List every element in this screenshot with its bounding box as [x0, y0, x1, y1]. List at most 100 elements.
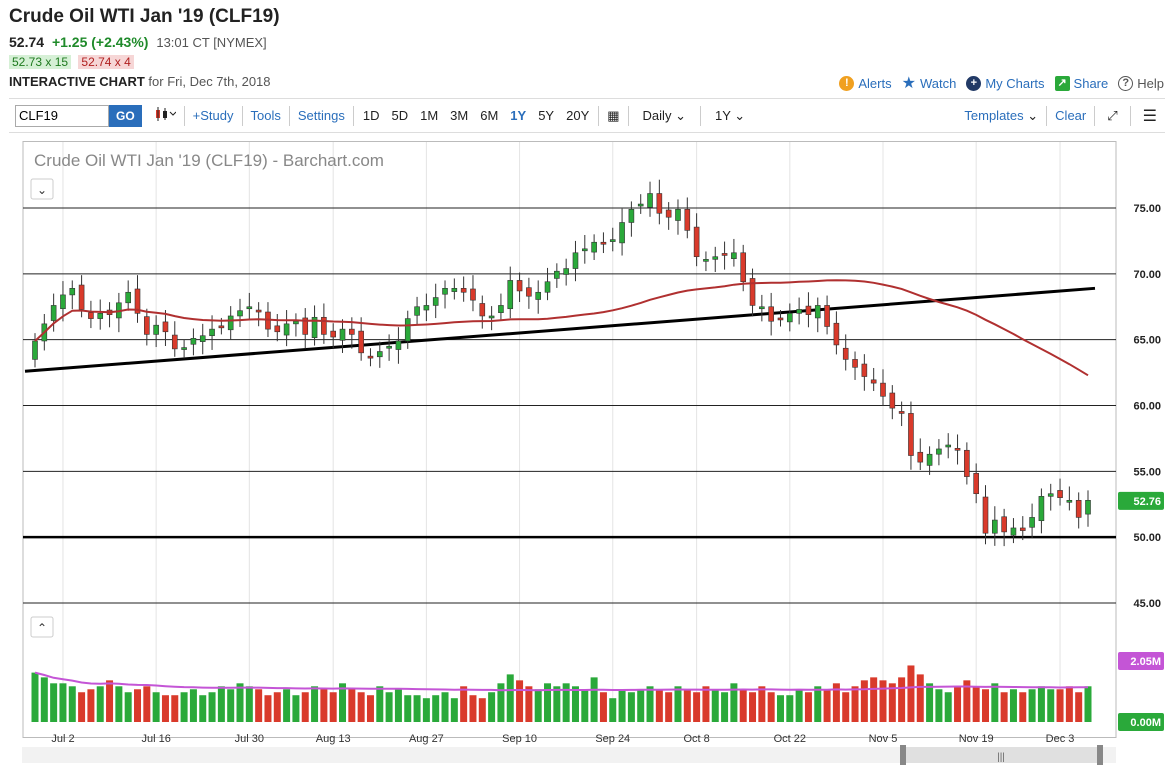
interval-select[interactable]: Daily ⌄ [633, 108, 696, 124]
candle [404, 318, 411, 342]
volume-bar [721, 692, 729, 722]
price-chart[interactable]: Jul 2 Jul 16 Jul 30 Aug 13 Aug 27 Sep 10 Sep 2… [22, 141, 1166, 765]
range-20y[interactable]: 20Y [566, 108, 590, 123]
volume-bar [609, 698, 617, 722]
volume-bar [245, 686, 253, 722]
volume-bar [553, 686, 561, 722]
candle [693, 226, 700, 258]
range-3m[interactable]: 3M [450, 108, 469, 123]
volume-bar [68, 686, 76, 722]
volume-bar [413, 695, 421, 722]
y-tick-label: 45.00 [1133, 598, 1161, 610]
candle [609, 239, 616, 242]
volume-bar [469, 695, 477, 722]
candle [460, 288, 467, 293]
study-button[interactable]: +Study [192, 108, 234, 123]
volume-bar [590, 677, 598, 722]
range-5y[interactable]: 5Y [538, 108, 555, 123]
candle [563, 268, 569, 275]
my-charts-button[interactable]: + My Charts [966, 73, 1045, 93]
x-tick-label: Aug 27 [409, 733, 444, 745]
alerts-button[interactable]: ! Alerts [839, 73, 892, 93]
volume-bar [516, 680, 524, 722]
chevron-up-icon: ⌃ [37, 621, 47, 635]
candle [302, 317, 309, 335]
candle [591, 241, 597, 253]
menu-icon[interactable]: ☰ [1142, 107, 1157, 125]
chart-toolbar: GO +Study Tools Settings 1D 5D 1M 3M 6M 1Y 5Y 2… [9, 98, 1165, 133]
tools-button[interactable]: Tools [250, 108, 281, 123]
candle [731, 252, 737, 259]
period-select[interactable]: 1Y ⌄ [705, 108, 755, 124]
volume-bar [1084, 686, 1092, 722]
volume-bar [59, 683, 67, 722]
candle [367, 355, 374, 359]
candle [507, 280, 514, 310]
candle [917, 451, 924, 463]
candle [600, 241, 607, 245]
volume-bar [879, 680, 887, 722]
candle [1047, 493, 1054, 497]
candle [824, 305, 830, 327]
volume-bar [441, 692, 449, 722]
divider [1046, 105, 1048, 126]
help-button[interactable]: ? Help [1118, 73, 1164, 93]
range-1m[interactable]: 1M [420, 108, 439, 123]
chevron-down-icon: ⌄ [675, 107, 686, 123]
candle [293, 320, 299, 325]
clear-button[interactable]: Clear [1055, 108, 1087, 123]
range-6m[interactable]: 6M [480, 108, 499, 123]
volume-bar [823, 689, 831, 722]
volume-bar [693, 692, 701, 722]
ask-quote: 52.74 x 4 [78, 55, 134, 69]
volume-bar [627, 692, 635, 722]
candle [153, 324, 159, 335]
watch-button[interactable]: ★ Watch [902, 73, 957, 93]
volume-bar [525, 686, 533, 722]
candle [544, 281, 551, 293]
candle [386, 345, 392, 349]
navigator-window [902, 747, 1102, 763]
volume-bar [348, 689, 356, 722]
trend-line [24, 286, 1096, 373]
volume-bar [814, 686, 822, 722]
candle [870, 379, 877, 384]
chart-date: for Fri, Dec 7th, 2018 [148, 74, 271, 89]
volume-bar [1019, 692, 1027, 722]
divider [183, 105, 185, 126]
alert-icon: ! [839, 75, 855, 91]
last-price: 52.74 [9, 34, 45, 50]
symbol-input[interactable] [15, 104, 109, 127]
candle [656, 193, 663, 214]
volume-bar [599, 692, 607, 722]
volume-bar [199, 695, 207, 722]
bid-quote: 52.73 x 15 [9, 55, 72, 69]
candle-type-icon[interactable] [150, 107, 180, 124]
candle [712, 256, 719, 260]
candle [759, 306, 765, 310]
settings-button[interactable]: Settings [297, 108, 345, 123]
candle [218, 325, 225, 329]
chart-frame [22, 141, 1117, 738]
volume-bar [208, 692, 216, 722]
candle [964, 449, 970, 477]
last-price-label: 52.76 [1133, 496, 1161, 508]
share-button[interactable]: ↗ Share [1054, 73, 1108, 93]
range-1y[interactable]: 1Y [510, 108, 527, 123]
chart-area[interactable]: Jul 2 Jul 16 Jul 30 Aug 13 Aug 27 Sep 10 Sep 2… [22, 141, 1166, 765]
range-5d[interactable]: 5D [391, 108, 409, 123]
candle [842, 347, 849, 360]
volume-bar [40, 677, 48, 722]
candle [1001, 516, 1007, 533]
go-button[interactable]: GO [109, 104, 142, 127]
volume-bar [758, 686, 766, 722]
volume-bar [236, 683, 244, 722]
divider [598, 105, 600, 126]
volume-bar [227, 689, 235, 722]
calendar-icon[interactable]: ▦ [607, 107, 620, 123]
range-1d[interactable]: 1D [362, 108, 380, 123]
volume-bar [804, 692, 812, 722]
volume-bar [665, 692, 673, 722]
templates-select[interactable]: Templates ⌄ [960, 108, 1042, 124]
expand-icon[interactable]: ⤢ [1107, 107, 1118, 123]
